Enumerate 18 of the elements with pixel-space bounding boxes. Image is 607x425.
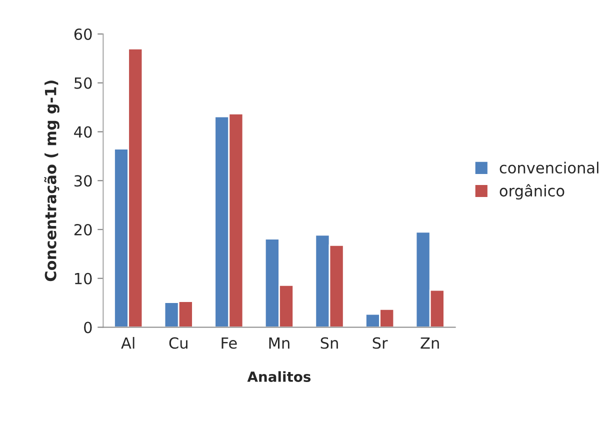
y-tick-label: 40 <box>74 126 92 138</box>
x-tick-label: Cu <box>169 337 188 349</box>
x-tick-label: Mn <box>269 337 290 349</box>
y-tick-label: 0 <box>84 322 92 334</box>
y-tick-label: 60 <box>74 28 92 40</box>
x-tick-label: Sn <box>320 337 338 349</box>
y-tick-label: 20 <box>74 224 92 236</box>
y-tick-label: 50 <box>74 77 92 89</box>
x-tick-label: Al <box>121 336 134 349</box>
y-axis-title: Concentração ( mg g-1) <box>44 80 60 282</box>
x-axis-title: Analitos <box>247 371 311 382</box>
legend-label: convencional <box>500 162 598 174</box>
x-tick-label: Sr <box>372 337 388 349</box>
y-tick-label: 10 <box>75 272 92 284</box>
x-tick-label: Zn <box>420 337 439 349</box>
x-tick-label: Fe <box>222 337 237 349</box>
y-tick-label: 30 <box>74 175 92 187</box>
legend-label: orgânico <box>500 184 564 200</box>
